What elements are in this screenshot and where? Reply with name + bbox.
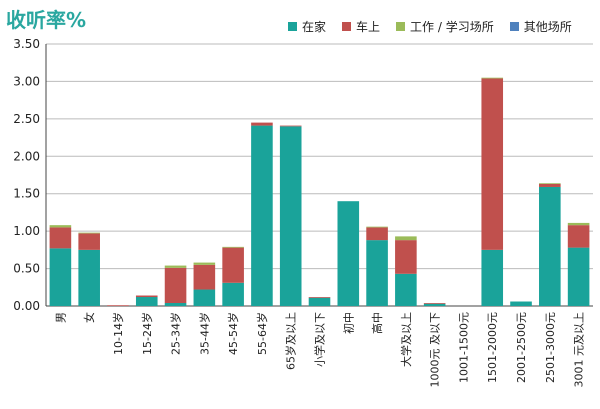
legend-label: 其他场所 <box>523 20 572 34</box>
x-tick-label: 10-14岁 <box>111 312 125 355</box>
bar-segment <box>164 265 187 268</box>
bar-segment <box>107 305 129 306</box>
x-tick-label: 大学及以上 <box>399 312 413 367</box>
legend-label: 在家 <box>302 20 327 34</box>
bar-segment <box>366 240 388 306</box>
x-tick-label: 男 <box>54 312 67 323</box>
bar-segment <box>193 289 216 306</box>
x-tick-label: 45-54岁 <box>226 312 240 355</box>
y-tick-label: 0.00 <box>13 299 40 313</box>
bar-segment <box>481 77 504 79</box>
legend-label: 工作 / 学习场所 <box>410 20 494 34</box>
x-tick-label: 女 <box>82 312 96 323</box>
bar-segment <box>193 264 216 290</box>
bar-segment <box>279 126 302 306</box>
y-tick-label: 0.50 <box>13 262 40 276</box>
x-tick-label: 1001-1500元 <box>457 312 470 383</box>
y-tick-label: 3.50 <box>13 37 40 51</box>
x-tick-label: 3001 元及以上 <box>573 312 586 388</box>
bar-segment <box>539 186 561 306</box>
legend-swatch-work <box>396 22 406 31</box>
x-tick-label: 1000元 及以下 <box>429 312 442 388</box>
bar-segment <box>366 227 388 241</box>
bar-segment <box>337 201 360 306</box>
bar-segment <box>164 303 187 306</box>
legend: 在家 车上 工作 / 学习场所 其他场所 <box>288 18 572 35</box>
bar-segment <box>135 297 158 306</box>
bar-segment <box>423 303 446 304</box>
bar-segment <box>510 301 532 306</box>
x-tick-label: 65岁及以上 <box>284 312 298 370</box>
legend-swatch-home <box>288 22 297 31</box>
bar-segment <box>567 225 590 248</box>
bar-segment <box>481 249 504 306</box>
bar-segment <box>222 246 244 248</box>
bar-segment <box>49 227 72 249</box>
legend-swatch-other <box>509 22 519 31</box>
legend-item: 在家 <box>288 18 326 35</box>
bar-segment <box>423 303 446 306</box>
y-tick-label: 2.00 <box>13 149 40 163</box>
x-tick-label: 2501-3000元 <box>544 312 557 383</box>
chart-title: 收听率% <box>6 8 87 32</box>
x-tick-label: 35-44岁 <box>197 312 211 355</box>
legend-swatch-car <box>342 22 352 31</box>
x-tick-label: 55-64岁 <box>255 312 269 355</box>
bar-segment <box>395 240 417 274</box>
bar-segment <box>222 282 244 306</box>
bar-segment <box>135 295 158 298</box>
y-tick-label: 1.50 <box>13 187 40 201</box>
bar-segment <box>308 297 331 306</box>
bar-segment <box>78 232 100 234</box>
x-tick-label: 25-34岁 <box>169 312 183 355</box>
legend-label: 车上 <box>356 20 381 34</box>
bar-segment <box>49 225 72 228</box>
bar-segment <box>395 236 417 241</box>
bar-segment <box>395 273 417 306</box>
bar-segment <box>251 122 273 126</box>
bar-segment <box>481 78 504 250</box>
bar-segment <box>164 267 187 304</box>
bar-segment <box>49 248 72 306</box>
x-tick-label: 1501-2000元 <box>486 312 499 383</box>
bar-segment <box>539 183 561 184</box>
bar-segment <box>567 222 590 226</box>
x-tick-label: 高中 <box>370 312 384 334</box>
x-tick-label: 小学及以下 <box>313 312 327 367</box>
bar-segment <box>193 262 216 265</box>
x-tick-label: 初中 <box>341 312 355 334</box>
bar-segment <box>567 247 590 306</box>
bar-segment <box>308 297 331 298</box>
legend-item: 车上 <box>342 18 380 35</box>
bar-segment <box>279 125 302 127</box>
y-tick-label: 3.00 <box>13 74 40 88</box>
x-tick-label: 2001-2500元 <box>515 312 528 383</box>
bar-segment <box>539 183 561 187</box>
bar-segment <box>222 247 244 283</box>
y-tick-label: 1.00 <box>13 224 40 238</box>
bar-segment <box>78 249 100 306</box>
bar-segment <box>78 233 100 250</box>
bar-segment <box>251 125 273 306</box>
y-tick-label: 2.50 <box>13 112 40 126</box>
bar-segment <box>366 226 388 228</box>
x-tick-label: 15-24岁 <box>140 312 154 355</box>
legend-item: 工作 / 学习场所 <box>396 18 494 35</box>
legend-item: 其他场所 <box>509 18 572 35</box>
